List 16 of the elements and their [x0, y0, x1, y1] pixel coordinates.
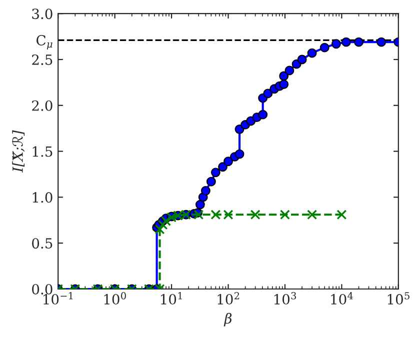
y-tick-label: 0.5	[32, 238, 52, 249]
y-tick-label: 3.0	[32, 8, 52, 20]
y-tick-label: C$_{μ}$	[36, 35, 52, 50]
x-tick-label: 10$^{5}$	[388, 292, 410, 305]
x-tick-label: 10$^{4}$	[331, 292, 353, 305]
y-axis-title: I[X⃖;ℛ]	[12, 130, 25, 172]
y-tick-label: 0.0	[32, 284, 52, 294]
y-tick-label: 2.5	[32, 54, 52, 65]
y-tick-label: 2.0	[32, 100, 52, 111]
y-tick-label: 1.5	[32, 146, 52, 157]
y-tick-label: 1.0	[32, 192, 52, 203]
x-tick-label: 10$^{1}$	[161, 292, 182, 305]
x-tick-label: 10$^{3}$	[274, 292, 296, 305]
x-tick-label: 10$^{2}$	[218, 292, 240, 305]
x-tick-label: 10$^{0}$	[104, 292, 126, 305]
x-axis-title: β	[224, 312, 232, 326]
